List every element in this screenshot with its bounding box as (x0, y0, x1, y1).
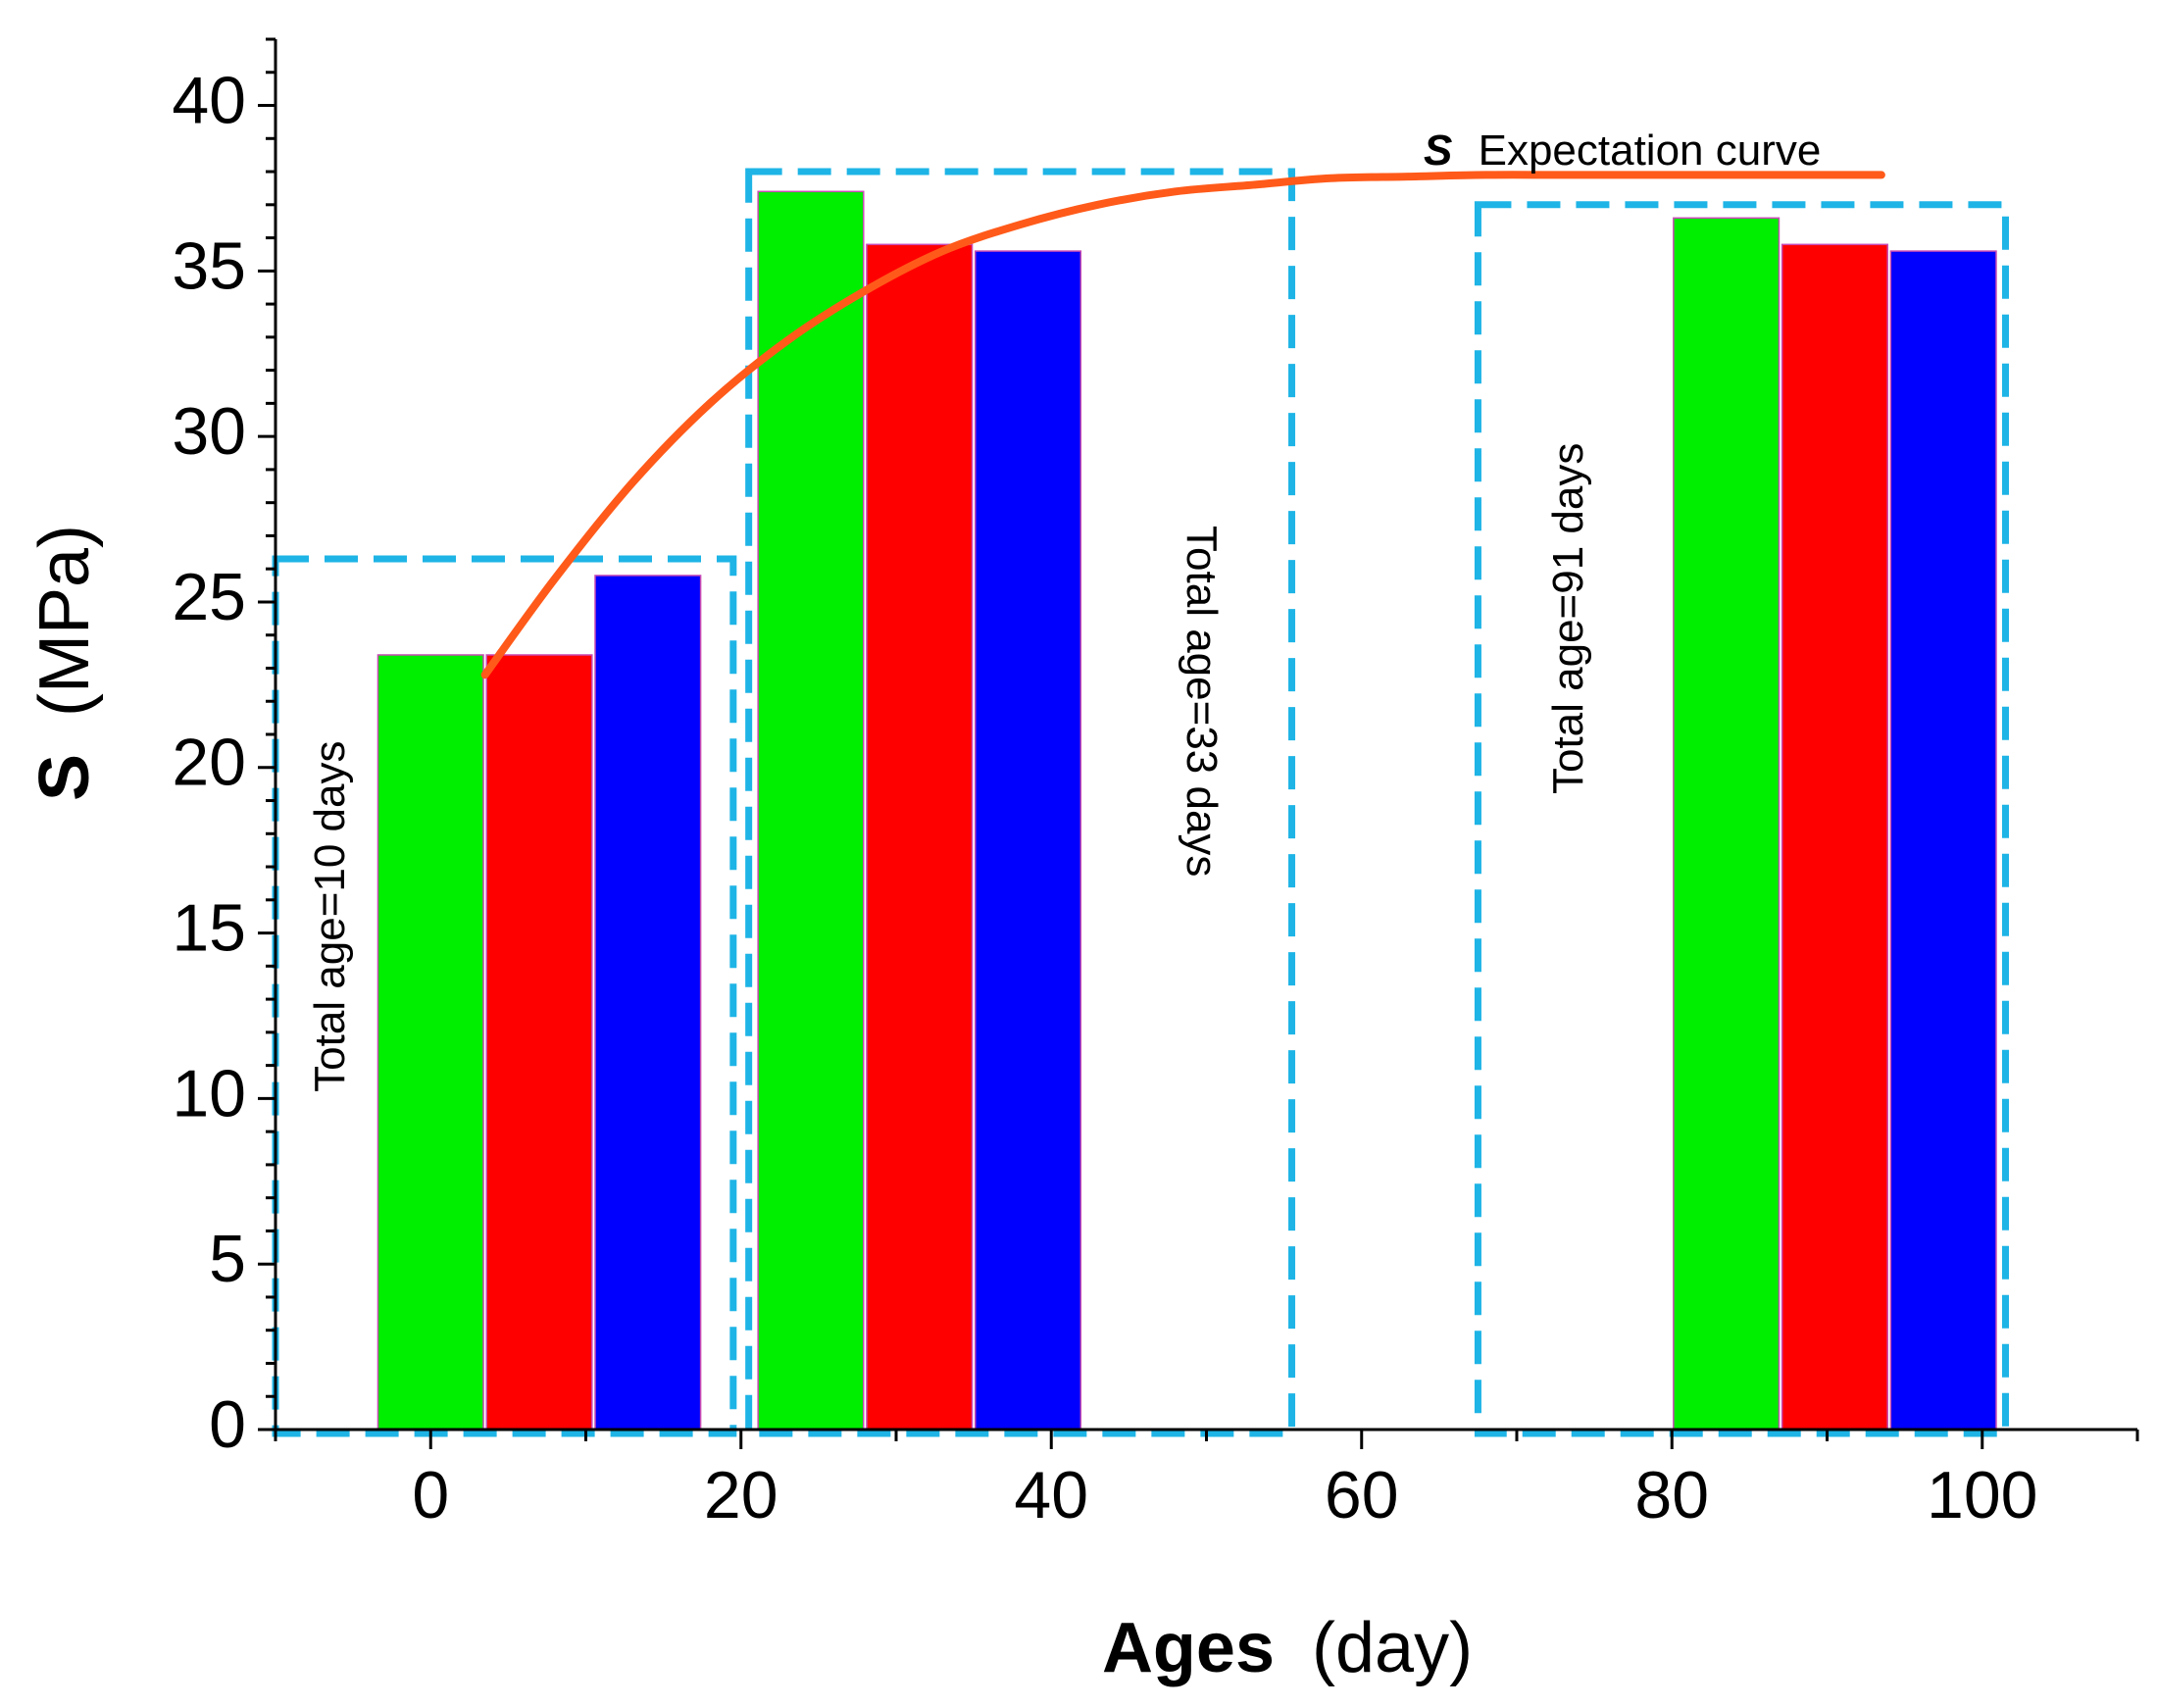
bar-group3-3 (1889, 250, 1997, 1431)
bar-group3-1 (1673, 217, 1781, 1431)
y-tick-label: 40 (172, 63, 246, 137)
annotation-box-label-3: Total age=91 days (1544, 443, 1592, 794)
expectation-curve (480, 171, 1885, 679)
x-tick-label: 80 (1634, 1458, 1709, 1532)
bar-group1-2 (485, 654, 593, 1431)
y-tick-label: 35 (172, 228, 246, 303)
y-axis-title-unit: (MPa) (25, 525, 104, 717)
curve-label-text: Expectation curve (1479, 126, 1822, 175)
y-tick-label: 5 (209, 1222, 246, 1296)
expectation-curve-layer (480, 171, 1885, 679)
y-tick-label: 30 (172, 394, 246, 469)
y-axis-title: S (MPa) (25, 525, 104, 801)
annotation-box-label-1: Total age=10 days (306, 740, 354, 1091)
x-axis-title-unit: (day) (1312, 1609, 1473, 1687)
y-axis-title-bold: S (25, 754, 104, 801)
x-axis-title: Ages (day) (1102, 1609, 1473, 1687)
x-tick-label: 0 (412, 1458, 449, 1532)
x-tick-label: 20 (704, 1458, 778, 1532)
bar-group1-3 (594, 575, 702, 1431)
x-axis-title-bold: Ages (1102, 1609, 1275, 1687)
curve-label-prefix: S (1424, 126, 1452, 175)
annotation-box-label-2: Total age=33 days (1178, 526, 1226, 877)
curve-label: S Expectation curve (1424, 126, 1821, 175)
bar-group2-2 (866, 243, 974, 1431)
bar-group3-2 (1781, 243, 1888, 1431)
annotation-box-2 (745, 168, 1296, 1437)
y-tick-label: 25 (172, 560, 246, 634)
axes: 0 5 10 15 20 25 30 35 40 0 20 40 60 80 100 (172, 37, 2139, 1532)
x-tick-label: 40 (1014, 1458, 1088, 1532)
bar-group2-1 (757, 190, 865, 1431)
y-tick-label: 10 (172, 1056, 246, 1130)
y-tick-label: 15 (172, 891, 246, 966)
annotation-boxes: Total age=10 days Total age=33 days Total … (272, 168, 2009, 1437)
y-tick-label: 20 (172, 726, 246, 800)
bar-group2-3 (974, 250, 1082, 1431)
annotation-box-3 (1474, 201, 2009, 1437)
y-tick-label: 0 (209, 1387, 246, 1462)
x-tick-label: 60 (1325, 1458, 1399, 1532)
x-tick-label: 100 (1927, 1458, 2037, 1532)
bars (376, 190, 1997, 1431)
bar-group1-1 (376, 654, 484, 1431)
